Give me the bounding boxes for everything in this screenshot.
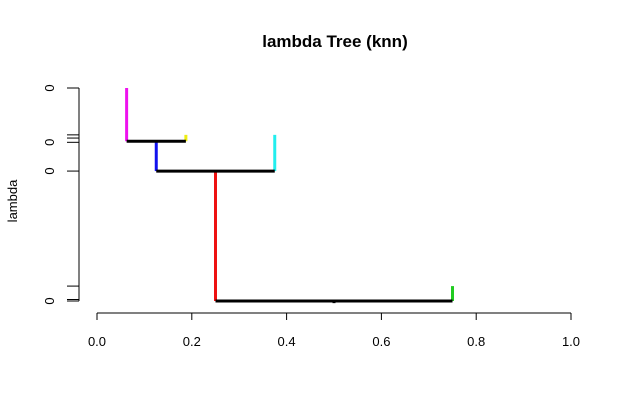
x-tick-label: 0.2 xyxy=(183,334,201,349)
chart-title: lambda Tree (knn) xyxy=(262,32,407,51)
x-tick-label: 0.6 xyxy=(372,334,390,349)
y-axis-label: lambda xyxy=(5,179,20,222)
y-tick-label: 0 xyxy=(42,167,57,174)
x-tick-label: 0.4 xyxy=(278,334,296,349)
x-axis: 0.0 0.2 0.4 0.6 0.8 1.0 xyxy=(88,312,580,349)
x-tick-label: 0.0 xyxy=(88,334,106,349)
x-tick-label: 1.0 xyxy=(562,334,580,349)
y-axis: 0 0 0 0 xyxy=(42,84,80,305)
y-tick-label: 0 xyxy=(42,84,57,91)
y-tick-label: 0 xyxy=(42,297,57,304)
x-tick-label: 0.8 xyxy=(467,334,485,349)
tree-segments xyxy=(125,88,454,304)
y-tick-label: 0 xyxy=(42,139,57,146)
